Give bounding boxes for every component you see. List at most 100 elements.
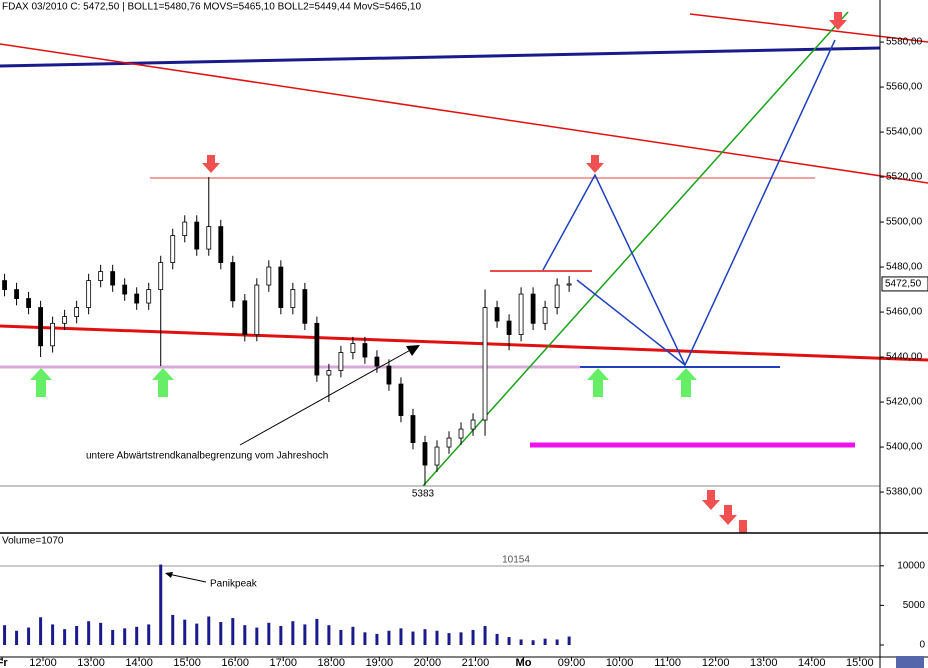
candle-body [86,280,92,308]
last-price-label: 5472,50 [885,279,922,290]
x-tick-label: 17:00 [269,657,297,668]
candle-body [338,352,344,371]
down-arrow [739,520,747,533]
candle-body [110,271,116,286]
candle-body [434,446,440,466]
arrow-head [165,572,173,578]
candle-body [194,221,200,250]
candle-body [554,284,560,308]
volume-bar [15,630,19,645]
candle-body [14,289,19,299]
volume-bar [3,625,7,645]
candle-body [182,221,188,236]
volume-bar [123,628,127,645]
candle-body [506,320,512,335]
candle-body [158,262,164,290]
candle-body [302,289,308,324]
chart-title: FDAX 03/2010 C: 5472,50 | BOLL1=5480,76 … [2,2,421,13]
candle-body [38,307,44,347]
candle-body [530,293,536,324]
candle-body [350,343,356,353]
candle-body [50,322,56,347]
candle-body [470,419,476,430]
candle-body [2,280,7,290]
candle-body [482,307,488,421]
volume-bar [171,614,175,645]
low-label: 5383 [412,489,435,500]
down-arrow [702,490,720,510]
y-tick-label: 5520,00 [886,172,923,183]
candle-body [374,356,380,367]
peak-label: 10154 [502,555,530,566]
x-tick-label: 13:00 [750,657,778,668]
candle-body [74,307,80,317]
x-tick-label: 15:00 [846,657,874,668]
arrow-head [406,345,420,356]
candle-body [458,428,464,439]
volume-bar [471,629,475,645]
volume-bar [363,632,367,645]
volume-bar [459,632,463,645]
volume-bar [111,629,115,645]
candle-body [398,383,404,416]
corner-icon [896,656,924,668]
up-arrow [587,368,609,397]
x-tick-label: 15:00 [173,657,201,668]
trend-line-blue [0,46,881,68]
candle-body [242,300,248,335]
x-tick-label: 14:00 [125,657,153,668]
y-tick-label: 5560,00 [886,82,923,93]
x-tick-label: 13:00 [77,657,105,668]
candle-body [170,235,176,263]
x-tick-label: 12:00 [29,657,57,668]
x-tick-label: 12:00 [702,657,730,668]
volume-bar [555,639,559,645]
volume-bar [243,625,247,645]
candle-body [326,370,332,376]
x-tick-label: Mo [516,657,532,668]
trend-line-red [0,43,928,184]
volume-bar [375,633,379,645]
candle-body [446,437,452,448]
projection-path [542,39,836,367]
x-tick-label: 11:00 [654,657,681,668]
candle-body [542,307,548,324]
volume-bar [423,629,427,645]
candle-body [122,284,128,295]
candle-body [254,284,260,335]
down-arrow [719,505,737,525]
candle-body [362,343,368,358]
volume-bar [447,633,451,645]
x-tick-label: 21:00 [462,657,490,668]
x-tick-label: 10:00 [606,657,634,668]
volume-bar [291,621,295,645]
x-tick-label: 20:00 [414,657,442,668]
trend-line-red [689,13,928,43]
volume-bar [87,621,91,645]
candle-body [290,289,296,308]
volume-bar [315,618,319,645]
volume-bar [75,625,79,645]
volume-bar [543,638,547,645]
x-tick-label: 16:00 [221,657,249,668]
volume-bar [255,627,259,645]
trend-channel-lower [0,324,928,362]
candle-body [266,266,272,286]
volume-bar [159,564,163,645]
volume-bar [303,624,307,645]
down-arrow [586,155,604,173]
down-arrow [202,155,220,173]
x-tick-label: 09:00 [558,657,586,668]
volume-bar [435,630,439,645]
y-tick-label: 5500,00 [886,217,923,228]
up-arrow [30,368,52,397]
x-tick-label: 14:00 [798,657,826,668]
y-tick-label: 5580,00 [886,37,923,48]
volume-bar [27,627,31,645]
trend-line-green [422,11,849,487]
volume-bar [267,622,271,645]
y-tick-label: 0 [919,640,925,651]
pointer-arrow [239,347,415,446]
y-tick-label: 5460,00 [886,307,923,318]
